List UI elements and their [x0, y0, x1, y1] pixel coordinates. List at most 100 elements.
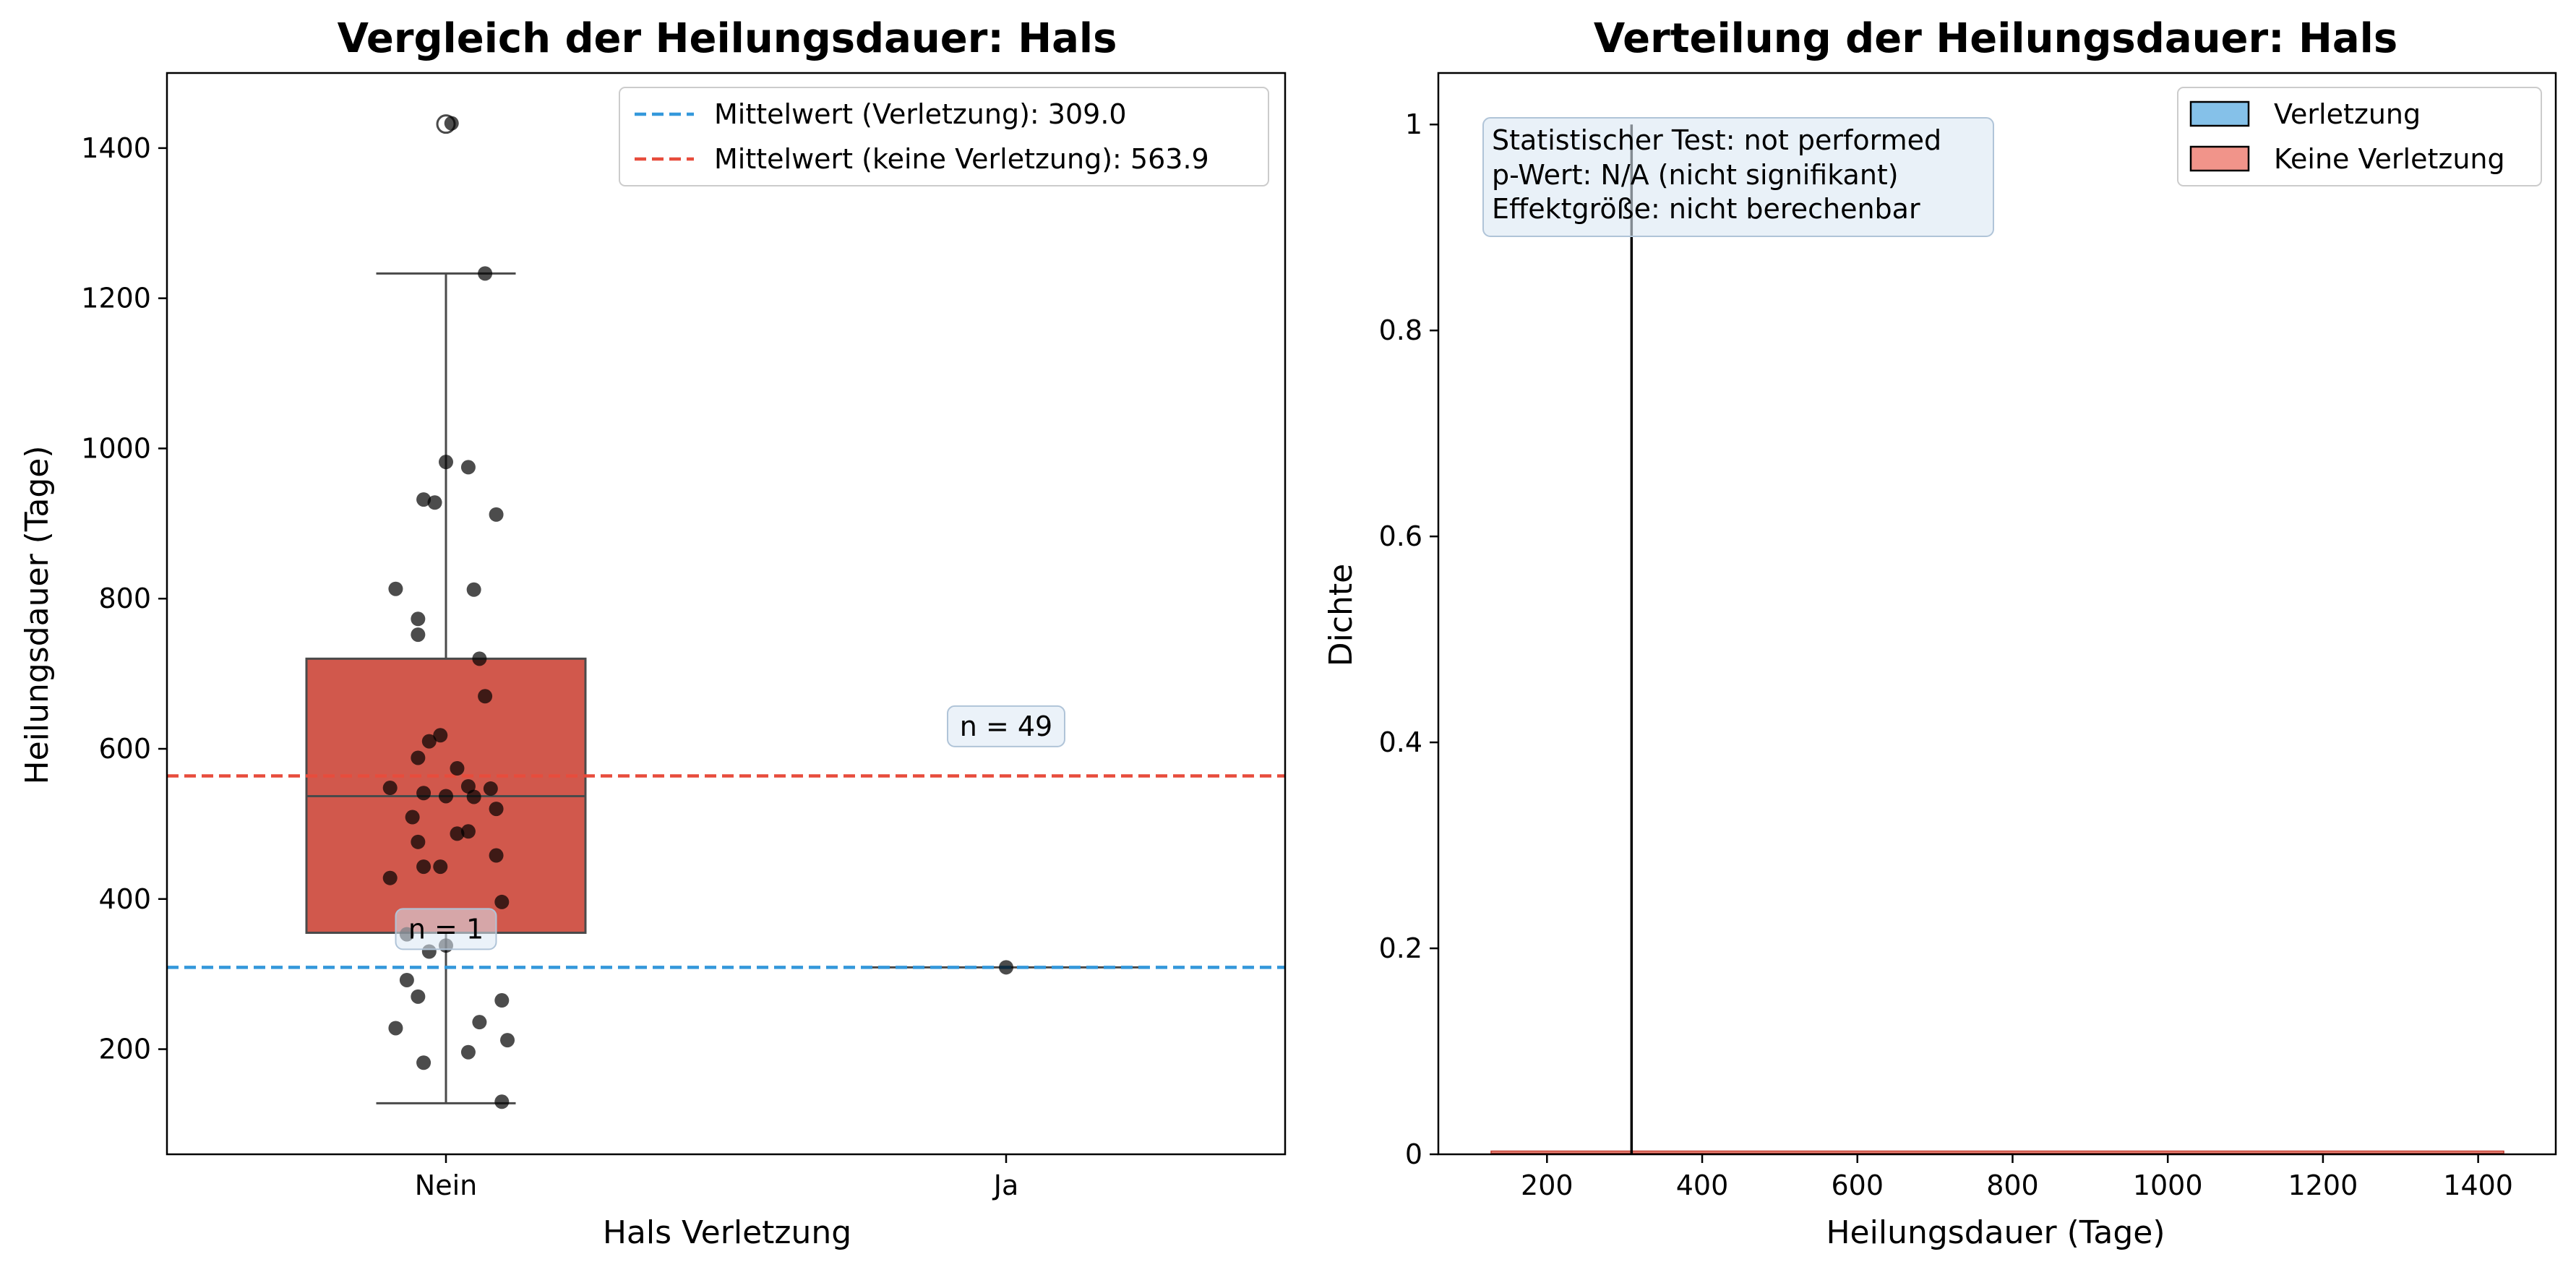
data-point-nein	[411, 989, 426, 1004]
stats-box-effect-size: Effektgröße: nicht berechenbar	[1492, 193, 1920, 225]
data-point-nein	[411, 627, 426, 643]
data-point-nein	[494, 1094, 510, 1109]
data-point-nein	[439, 789, 453, 804]
data-point-nein	[444, 116, 459, 131]
density-y-tick-label: 0	[1405, 1138, 1422, 1170]
data-point-nein	[478, 689, 493, 704]
boxplot-y-tick-label: 1200	[81, 283, 151, 314]
stats-box-p-value: p-Wert: N/A (nicht signifikant)	[1492, 159, 1899, 191]
data-point-nein	[399, 972, 414, 987]
boxplot-x-tick-label: Nein	[415, 1169, 477, 1201]
data-point-nein	[411, 750, 426, 765]
boxplot-frame	[166, 72, 1287, 1156]
density-y-tick-label: 0.2	[1379, 932, 1422, 964]
data-point-nein	[450, 761, 465, 776]
data-point-nein	[489, 802, 504, 817]
data-point-nein	[382, 870, 398, 885]
data-point-nein	[433, 728, 448, 743]
boxplot-y-tick-label: 800	[98, 583, 151, 614]
data-point-nein	[416, 492, 432, 507]
density-title: Verteilung der Heilungsdauer: Hals	[1594, 15, 2397, 62]
boxplot-y-axis-label: Heilungsdauer (Tage)	[19, 445, 56, 784]
sample-size-box	[947, 705, 1065, 747]
stats-box-frame	[1482, 117, 1994, 237]
data-point-nein	[433, 859, 448, 875]
boxplot-y-tick-label: 200	[98, 1034, 151, 1065]
density-y-tick-label: 1	[1405, 108, 1422, 140]
boxplot-x-tick-label: Ja	[992, 1169, 1019, 1201]
density-x-tick-label: 1200	[2288, 1169, 2358, 1201]
density-x-tick-label: 600	[1831, 1169, 1884, 1201]
density-x-tick-label: 1400	[2443, 1169, 2513, 1201]
data-point-nein	[494, 993, 510, 1008]
sample-size-box	[395, 908, 497, 950]
boxplot-y-tick-label: 1400	[81, 132, 151, 164]
legend-label-mean-no-injury: Mittelwert (keine Verletzung): 563.9	[714, 143, 1209, 175]
sample-size-label: n = 49	[960, 711, 1052, 742]
data-point-nein	[460, 460, 476, 475]
density-panel: Verteilung der Heilungsdauer: Hals 200 40…	[1323, 15, 2557, 1251]
data-point-nein	[411, 834, 426, 849]
density-y-axis-label: Dichte	[1323, 564, 1360, 667]
boxplot-content: n = 49 n = 1	[167, 114, 1285, 1109]
data-point-nein	[421, 734, 437, 749]
density-content	[1490, 124, 2504, 1154]
density-keine-verletzung	[1490, 1150, 2504, 1154]
data-point-nein	[388, 581, 403, 596]
density-legend-frame	[2177, 87, 2542, 186]
data-point-nein	[489, 848, 504, 863]
boxplot-x-ticks: Nein Ja	[415, 1154, 1018, 1201]
density-y-ticks: 0 0.2 0.4 0.6 0.8 1	[1379, 108, 1438, 1170]
data-point-nein	[483, 781, 498, 797]
boxplot-title: Vergleich der Heilungsdauer: Hals	[338, 15, 1117, 62]
density-x-tick-label: 400	[1676, 1169, 1729, 1201]
sample-size-annotation: n = 1	[395, 908, 497, 950]
density-y-tick-label: 0.4	[1379, 726, 1422, 758]
density-x-tick-label: 200	[1521, 1169, 1573, 1201]
data-point-nein	[439, 455, 453, 470]
density-x-ticks: 200 400 600 800 1000 1200 1400	[1521, 1154, 2513, 1201]
data-point-nein	[427, 495, 442, 510]
data-point-nein	[460, 824, 476, 839]
data-point-nein	[416, 1055, 432, 1070]
data-point-nein	[489, 507, 504, 522]
density-y-tick-label: 0.6	[1379, 520, 1422, 552]
boxplot-y-tick-label: 1000	[81, 432, 151, 464]
data-point-nein	[416, 786, 432, 801]
legend-label-mean-injury: Mittelwert (Verletzung): 309.0	[714, 98, 1127, 130]
boxplot-y-tick-label: 600	[98, 733, 151, 765]
data-point-nein	[450, 826, 465, 841]
density-y-tick-label: 0.8	[1379, 314, 1422, 346]
data-point-nein	[411, 611, 426, 627]
boxplot-y-tick-label: 400	[98, 883, 151, 915]
density-x-axis-label: Heilungsdauer (Tage)	[1826, 1214, 2165, 1251]
data-point-nein	[466, 789, 481, 804]
data-point-nein	[494, 894, 510, 909]
data-point-nein	[405, 810, 420, 825]
boxplot-x-axis-label: Hals Verletzung	[603, 1214, 851, 1251]
data-point-nein	[382, 781, 398, 796]
legend-label-verletzung: Verletzung	[2274, 98, 2421, 130]
boxplot-legend: Mittelwert (Verletzung): 309.0 Mittelwer…	[619, 87, 1269, 186]
stats-box: Statistischer Test: not performed p-Wert…	[1482, 117, 1994, 237]
legend-swatch-verletzung	[2189, 100, 2250, 127]
density-x-tick-label: 800	[1986, 1169, 2039, 1201]
data-point-nein	[500, 1033, 515, 1048]
data-point-nein	[466, 582, 481, 597]
data-point-nein	[416, 859, 432, 875]
boxplot-plot-area	[167, 73, 1285, 1154]
data-point-nein	[472, 1015, 487, 1030]
sample-size-label: n = 1	[408, 913, 484, 945]
legend-label-keine-verletzung: Keine Verletzung	[2274, 143, 2505, 175]
data-point-nein	[460, 1044, 476, 1060]
boxplot-y-ticks: 200 400 600 800 1000 1200 1400	[81, 132, 167, 1065]
data-point-nein	[472, 651, 487, 666]
sample-size-annotation: n = 49	[947, 705, 1065, 747]
boxplot-panel: Vergleich der Heilungsdauer: Hals Nein Ja…	[19, 15, 1287, 1251]
boxplot-legend-frame	[619, 87, 1269, 186]
density-legend: Verletzung Keine Verletzung	[2177, 87, 2542, 186]
density-frame	[1437, 72, 2557, 1156]
stats-box-test: Statistischer Test: not performed	[1492, 124, 1941, 156]
data-point-nein	[388, 1021, 403, 1036]
